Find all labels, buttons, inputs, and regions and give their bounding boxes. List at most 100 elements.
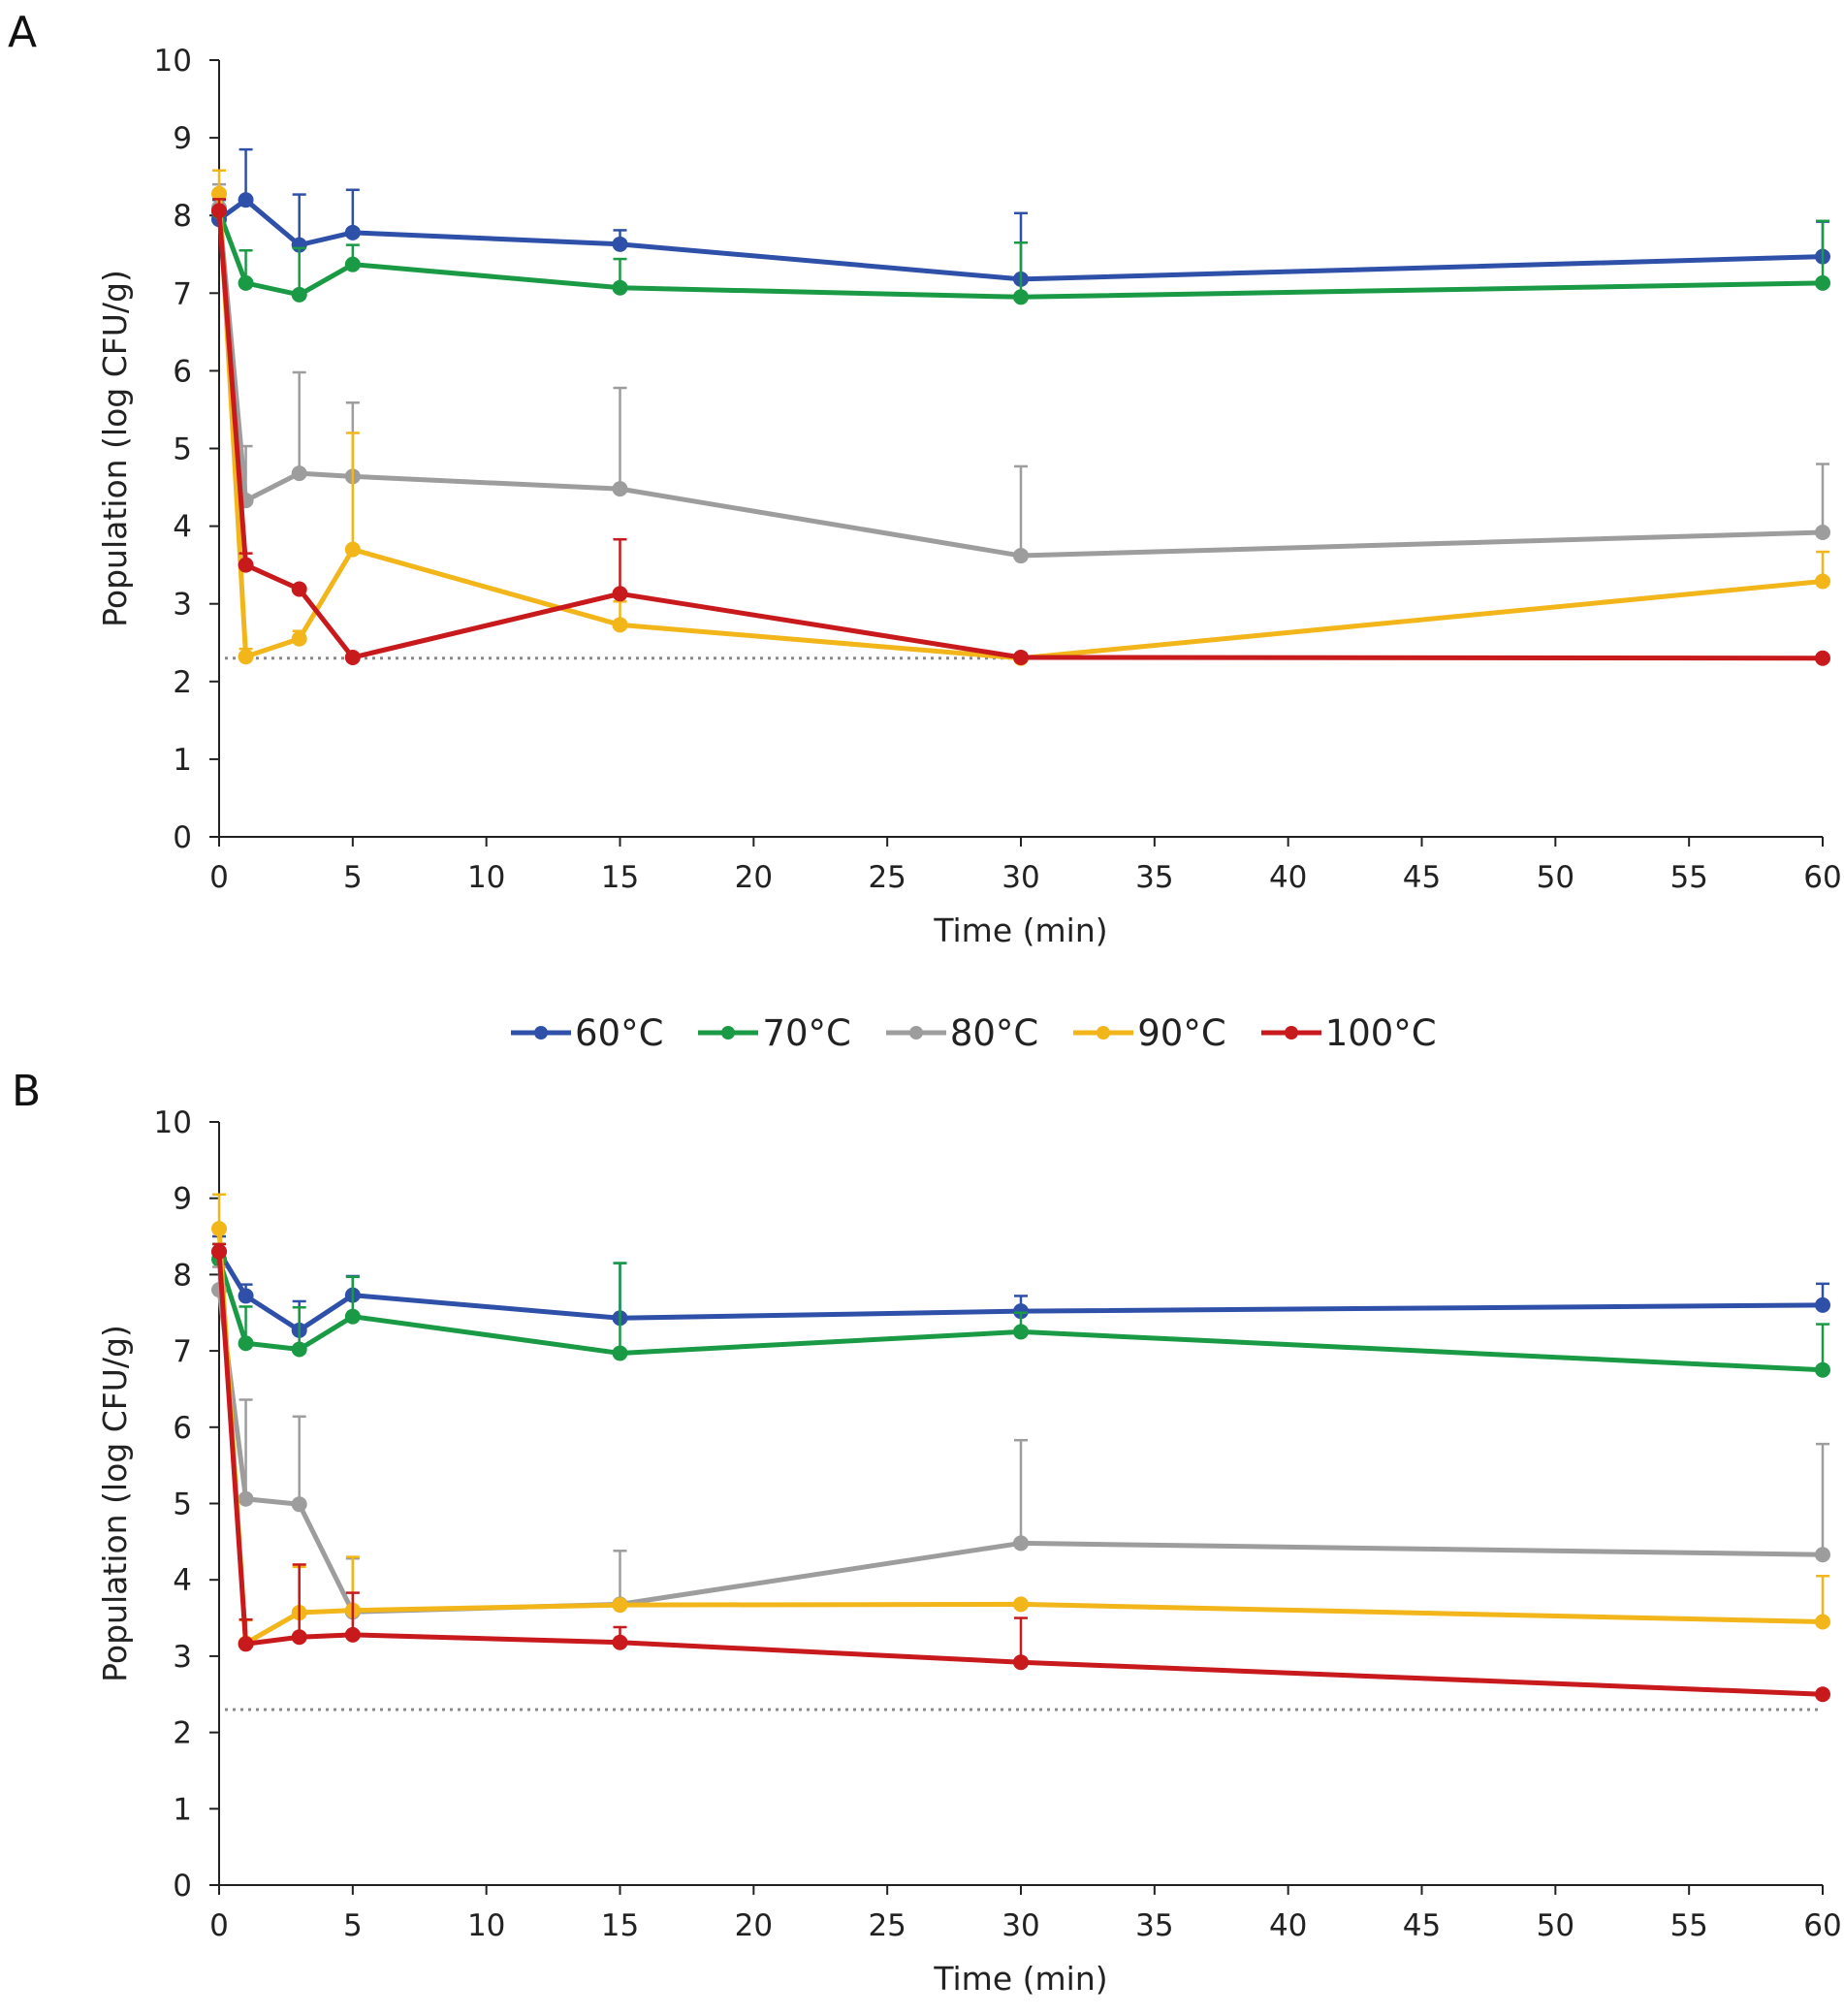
x-tick-label: 25 [868, 1908, 906, 1943]
data-point [238, 274, 254, 291]
data-point [1013, 649, 1029, 665]
series-90c-b [211, 1193, 1830, 1651]
x-tick-label: 15 [601, 1908, 639, 1943]
x-tick-label: 40 [1269, 1908, 1307, 1943]
x-tick-label: 5 [343, 1908, 363, 1943]
x-tick-label: 50 [1537, 1908, 1574, 1943]
x-tick-label: 15 [601, 860, 639, 895]
y-tick-label: 7 [173, 276, 192, 311]
data-point [1815, 1686, 1830, 1703]
legend-label-60c: 60°C [575, 1011, 664, 1054]
x-tick-label: 60 [1803, 1908, 1841, 1943]
x-axis-label-b: Time (min) [933, 1960, 1107, 1998]
series-70c-b [211, 1242, 1830, 1378]
legend-label-100c: 100°C [1324, 1011, 1437, 1054]
data-point [1013, 1535, 1029, 1552]
data-point [291, 630, 307, 647]
data-point [612, 236, 628, 252]
y-tick-label: 3 [173, 1640, 192, 1675]
data-point [612, 1597, 628, 1614]
y-axis-label-b: Population (log CFU/g) [96, 1325, 134, 1682]
x-tick-label: 20 [735, 1908, 773, 1943]
y-tick-label: 6 [173, 1411, 192, 1446]
data-point [1815, 650, 1830, 666]
data-point [1815, 1296, 1830, 1313]
legend-item-60c: 60°C [509, 1012, 663, 1054]
panel-label-b: B [12, 1067, 42, 1116]
data-point [344, 541, 361, 558]
data-point [1013, 548, 1029, 564]
data-point [211, 1243, 227, 1260]
x-tick-label: 35 [1135, 1908, 1173, 1943]
y-tick-label: 2 [173, 665, 192, 700]
data-point [612, 279, 628, 296]
x-tick-label: 55 [1669, 860, 1707, 895]
legend-label-80c: 80°C [949, 1011, 1039, 1054]
data-point [238, 192, 254, 208]
x-tick-label: 45 [1403, 860, 1441, 895]
data-point [1815, 1614, 1830, 1630]
x-tick-label: 25 [868, 860, 906, 895]
legend-item-90c: 90°C [1071, 1011, 1226, 1054]
data-point [612, 481, 628, 497]
y-tick-label: 5 [173, 1488, 192, 1522]
data-point [291, 581, 307, 597]
y-tick-label: 4 [173, 510, 192, 545]
data-point [1013, 1324, 1029, 1340]
y-tick-label: 1 [173, 1792, 192, 1827]
y-tick-label: 9 [173, 1182, 192, 1217]
data-point [612, 1634, 628, 1650]
data-point [344, 224, 361, 240]
y-tick-label: 6 [173, 354, 192, 389]
x-tick-label: 35 [1135, 860, 1173, 895]
data-point [238, 649, 254, 665]
panel-label-a: A [8, 8, 38, 57]
x-tick-label: 30 [1001, 860, 1039, 895]
x-tick-label: 60 [1803, 860, 1841, 895]
legend-item-70c: 70°C [696, 1011, 851, 1054]
x-tick-label: 20 [735, 860, 773, 895]
x-tick-label: 0 [209, 1908, 229, 1943]
x-tick-label: 10 [467, 1908, 505, 1943]
series-100c-a [211, 198, 1830, 666]
data-point [211, 203, 227, 219]
data-point [1013, 1654, 1029, 1671]
data-point [291, 1629, 307, 1646]
y-tick-label: 10 [154, 44, 192, 79]
y-tick-label: 1 [173, 743, 192, 778]
data-point [291, 286, 307, 303]
data-point [1815, 1547, 1830, 1563]
x-tick-label: 45 [1403, 1908, 1441, 1943]
y-tick-label: 0 [173, 820, 192, 855]
y-tick-label: 3 [173, 588, 192, 623]
data-point [1815, 525, 1830, 541]
data-point [291, 465, 307, 482]
legend-swatch-60c [511, 1026, 571, 1040]
legend-item-80c: 80°C [884, 1012, 1038, 1054]
legend-item-100c: 100°C [1259, 1012, 1437, 1054]
x-tick-label: 50 [1537, 860, 1574, 895]
series-line [216, 1229, 1824, 1647]
data-point [344, 256, 361, 272]
y-tick-label: 4 [173, 1563, 192, 1598]
y-tick-label: 8 [173, 199, 192, 234]
data-point [1013, 289, 1029, 305]
legend-label-90c: 90°C [1137, 1011, 1226, 1054]
data-point [612, 586, 628, 602]
data-point [344, 649, 361, 665]
data-point [1013, 1303, 1029, 1320]
data-point [238, 1335, 254, 1352]
y-axis-label-a: Population (log CFU/g) [96, 270, 134, 627]
data-point [238, 1636, 254, 1652]
x-tick-label: 40 [1269, 860, 1307, 895]
data-point [1815, 1361, 1830, 1378]
legend-label-70c: 70°C [762, 1011, 851, 1054]
x-tick-label: 5 [343, 860, 363, 895]
data-point [291, 1496, 307, 1513]
data-point [1815, 274, 1830, 291]
data-point [612, 617, 628, 633]
x-tick-label: 10 [467, 860, 505, 895]
x-tick-label: 0 [209, 860, 229, 895]
